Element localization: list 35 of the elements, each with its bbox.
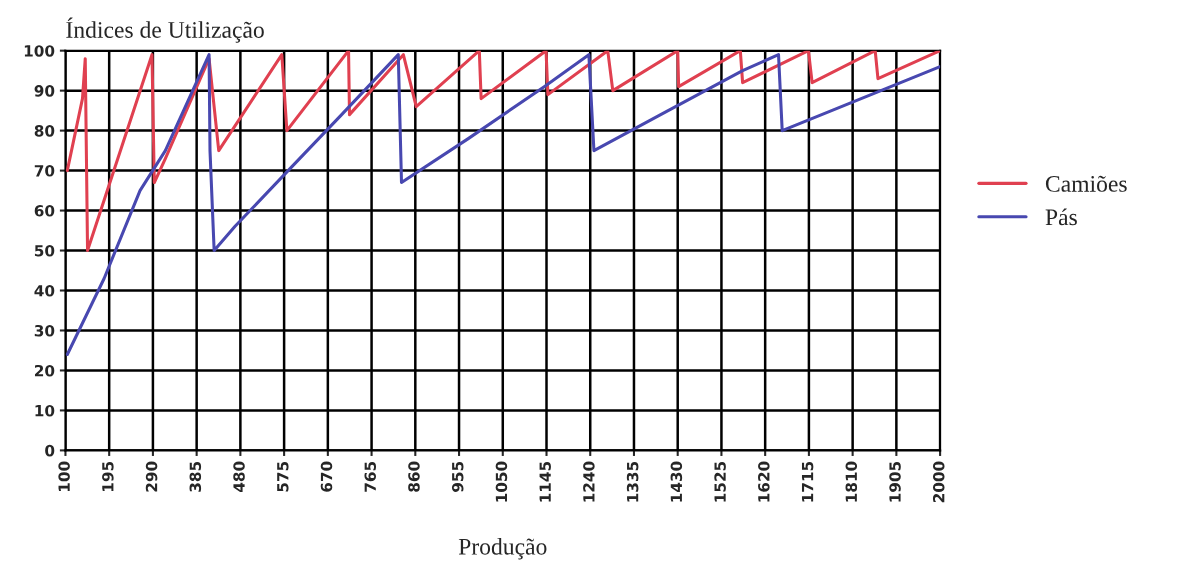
x-axis-title: Produção: [458, 538, 547, 560]
y-tick-label: 30: [34, 324, 55, 337]
y-tick-label: 20: [34, 364, 55, 377]
x-tick-label: 955: [451, 461, 464, 492]
y-axis-title: Índices de Utilização: [66, 17, 264, 43]
x-tick-label: 1810: [845, 461, 858, 502]
x-tick-label: 480: [233, 461, 245, 493]
legend-label: Pás: [1045, 208, 1077, 226]
x-tick-label: 195: [102, 461, 114, 491]
x-tick-label: 1620: [758, 461, 770, 502]
x-tick-label: 2000: [932, 461, 945, 503]
x-tick-label: 1145: [539, 461, 551, 502]
y-tick-label: 90: [34, 85, 55, 97]
x-tick-label: 290: [145, 461, 158, 492]
x-tick-label: 765: [364, 461, 377, 492]
y-tick-label: 60: [34, 205, 55, 217]
y-tick-label: 50: [34, 245, 55, 257]
x-tick-label: 385: [189, 461, 202, 492]
x-tick-label: 670: [320, 461, 333, 492]
x-tick-label: 1525: [714, 461, 726, 502]
x-tick-label: 1335: [626, 461, 639, 502]
y-tick-label: 10: [35, 404, 55, 417]
y-tick-label: 0: [45, 444, 55, 457]
y-tick-label: 80: [34, 125, 55, 137]
x-tick-label: 1050: [495, 461, 508, 502]
y-tick-label: 100: [24, 45, 55, 57]
x-tick-label: 1240: [583, 461, 595, 502]
x-tick-label: 1905: [889, 461, 901, 502]
x-tick-label: 1430: [670, 461, 683, 502]
x-tick-label: 1715: [801, 461, 814, 502]
y-tick-label: 70: [34, 165, 55, 177]
y-tick-label: 40: [34, 284, 55, 297]
x-tick-label: 860: [408, 461, 420, 492]
legend-label: Camiões: [1045, 175, 1127, 192]
x-tick-label: 575: [277, 461, 289, 492]
